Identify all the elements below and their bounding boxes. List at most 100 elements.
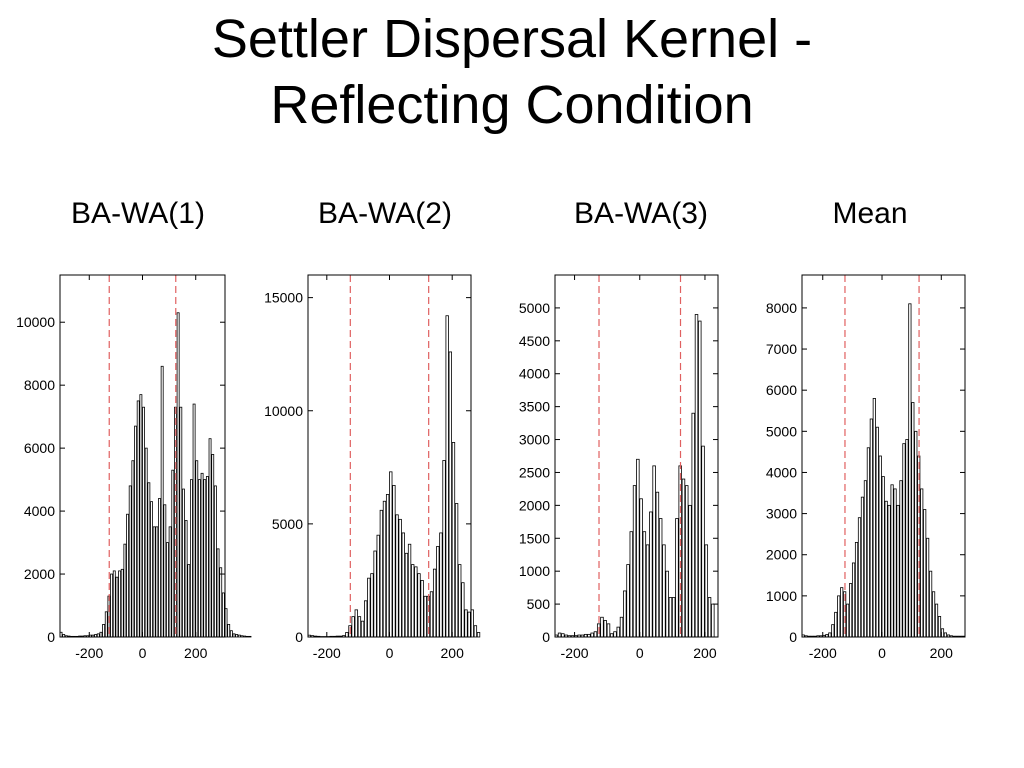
histogram-bar [694,314,699,638]
x-tick-label: 200 [930,645,954,661]
histogram-bar [691,412,695,638]
histogram-bar [445,315,449,638]
histogram-bar [110,573,114,638]
x-tick-label: 0 [386,645,394,661]
panel-title-ba-wa-1: BA-WA(1) [71,197,205,230]
histogram-bar [136,400,140,638]
histogram-bar [112,570,116,638]
histogram-bar [711,603,715,638]
histogram-bar [590,632,594,638]
y-tick-label: 2000 [519,497,550,513]
histogram-bar [600,616,604,638]
histogram-bar [639,498,643,638]
histogram-bar [854,541,859,638]
panel-title-mean: Mean [832,197,908,230]
histogram-bar [902,443,906,638]
histogram-bar [163,504,167,638]
histogram-bar [144,447,148,638]
histogram-bar [227,624,231,638]
histogram-bar [685,485,689,638]
y-tick-label: 10000 [264,403,303,419]
histogram-bar [837,595,841,638]
y-tick-label: 5000 [519,300,550,316]
histogram-bar [373,550,377,638]
histogram-bar [99,631,103,638]
y-tick-label: 7000 [766,341,797,357]
histogram-bar [142,406,145,638]
histogram-bar [619,616,624,638]
histogram-bar [219,567,223,638]
histogram-bar [707,597,712,638]
histogram-bar [389,471,393,638]
histogram-bar [442,460,446,638]
histogram-bar [872,398,876,638]
y-tick-label: 3500 [519,399,550,415]
y-tick-label: 2000 [24,566,55,582]
histogram-bar [126,513,129,638]
histogram-bar [237,634,241,638]
y-tick-label: 6000 [766,382,797,398]
y-tick-label: 4500 [519,333,550,349]
histogram-panel-3: 0500100015002000250030003500400045005000… [519,274,719,661]
y-tick-label: 5000 [766,423,797,439]
histogram-bar [632,485,637,638]
histogram-bar [160,365,164,638]
histogram-bar [893,488,897,638]
histogram-bar [216,548,220,638]
histogram-bar [905,439,909,638]
histogram-bar [152,526,156,638]
y-tick-label: 4000 [24,503,55,519]
histogram-bar [642,531,647,638]
histogram-bar [908,303,912,638]
histogram-bar [370,573,374,638]
histogram-bar [863,480,867,638]
x-tick-label: 200 [441,645,465,661]
histogram-bar [243,635,247,638]
histogram-bar [205,476,209,638]
histogram-bar [926,537,930,638]
y-tick-label: 2500 [519,464,550,480]
histogram-bar [392,485,396,638]
histogram-bar [354,609,358,638]
histogram-bar [851,562,856,638]
histogram-bar [636,458,640,638]
histogram-bar [404,552,409,638]
histogram-bar [158,498,161,638]
histogram-bar [688,504,692,638]
histogram-bar [866,447,870,638]
histogram-bar [128,485,132,638]
histogram-bar [890,484,894,638]
histogram-bar [395,514,399,638]
y-tick-label: 0 [295,629,303,645]
histogram-bar [649,511,653,638]
histogram-bar [840,587,844,638]
histogram-bar [704,544,709,638]
histogram-bar [623,590,627,638]
x-tick-label: -200 [313,645,341,661]
histogram-bar [665,570,669,638]
histogram-bar [235,634,239,638]
axes-box [801,274,966,638]
y-tick-label: 1500 [519,530,550,546]
histogram-bar [896,504,900,638]
histogram-bar [652,465,656,638]
histogram-bar [881,476,885,638]
histogram-bar [176,312,180,638]
histogram-bar [195,460,199,638]
y-tick-label: 0 [789,629,797,645]
histogram-bar [171,469,175,638]
histogram-bar [681,478,686,638]
histogram-bar [857,517,862,638]
histogram-bar [104,611,108,638]
histogram-bar [166,542,169,638]
histogram-bar [240,635,244,638]
histogram-bar [184,520,188,638]
x-tick-label: 0 [878,645,886,661]
histogram-bar [860,496,865,638]
histogram-bar [179,406,183,638]
histogram-bar [616,626,621,638]
y-tick-label: 8000 [766,300,797,316]
y-tick-label: 5000 [272,516,303,532]
histogram-bar [376,534,380,638]
